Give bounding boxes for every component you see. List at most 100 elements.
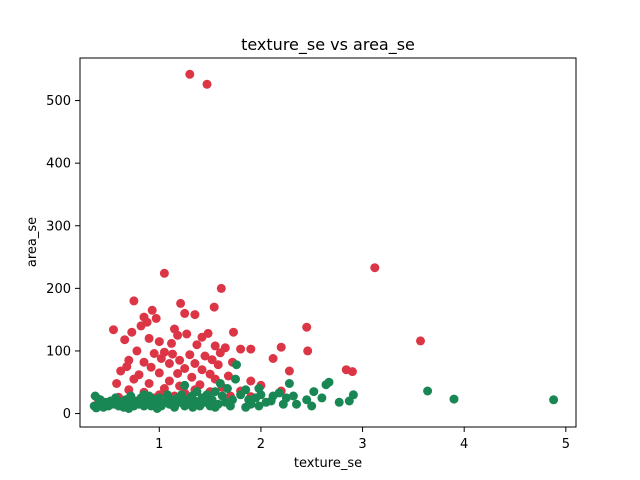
data-point	[278, 399, 288, 409]
data-point	[136, 321, 146, 331]
data-point	[549, 395, 559, 405]
data-point	[254, 384, 264, 393]
y-tick-label: 100	[46, 344, 71, 359]
data-point	[90, 391, 100, 401]
data-point	[112, 379, 122, 388]
data-point	[236, 344, 246, 354]
data-point	[144, 379, 154, 388]
data-point	[168, 349, 177, 359]
data-point	[185, 69, 195, 79]
data-point	[307, 401, 317, 411]
data-point	[276, 342, 286, 352]
data-point	[449, 394, 459, 404]
data-point	[302, 322, 312, 332]
data-point	[144, 333, 154, 343]
data-point	[202, 79, 212, 89]
x-axis: 1 2 3 4 5	[155, 427, 570, 452]
data-point	[229, 327, 238, 337]
data-point	[147, 305, 157, 315]
y-tick-label: 300	[46, 219, 71, 234]
data-point	[210, 387, 220, 397]
x-axis-label: texture_se	[294, 456, 362, 471]
data-point	[139, 390, 149, 400]
y-axis: 0 100 200 300 400 500	[46, 94, 80, 422]
data-point	[192, 340, 202, 350]
data-point	[167, 338, 176, 348]
data-point	[187, 372, 197, 382]
data-point	[207, 355, 217, 365]
data-point	[317, 393, 327, 403]
data-point	[266, 396, 276, 406]
data-point	[215, 379, 225, 388]
data-point	[120, 335, 130, 345]
data-point	[124, 404, 134, 413]
data-point	[190, 359, 200, 368]
data-point	[303, 346, 313, 356]
y-axis-label: area_se	[25, 217, 40, 267]
data-point	[200, 351, 210, 361]
data-point	[146, 362, 156, 372]
data-point	[164, 359, 174, 368]
x-tick-label: 5	[562, 437, 570, 452]
data-point	[109, 325, 118, 335]
data-point	[151, 313, 161, 323]
data-point	[139, 357, 149, 367]
data-point	[180, 364, 190, 373]
data-point	[116, 366, 126, 376]
data-point	[209, 302, 219, 312]
plot-frame	[79, 57, 577, 428]
data-point	[176, 298, 186, 308]
data-point	[344, 396, 354, 406]
data-point	[149, 349, 159, 358]
data-point	[309, 387, 319, 397]
data-point	[334, 397, 344, 407]
data-point	[213, 360, 223, 370]
data-point	[180, 308, 190, 318]
data-point	[185, 350, 195, 360]
data-point	[244, 395, 254, 405]
data-point	[127, 327, 137, 337]
data-point	[222, 384, 232, 393]
data-point	[246, 344, 256, 354]
data-point	[284, 379, 294, 388]
data-point	[170, 402, 179, 412]
data-point	[197, 332, 207, 342]
x-tick-label: 3	[358, 437, 366, 452]
data-point	[89, 401, 99, 411]
data-point	[241, 402, 251, 412]
data-point	[423, 386, 433, 396]
chart-title: texture_se vs area_se	[241, 35, 415, 55]
data-point	[154, 368, 164, 378]
data-point	[370, 263, 380, 273]
data-point	[159, 268, 169, 278]
y-tick-label: 400	[46, 157, 71, 172]
data-point	[231, 374, 240, 384]
data-point	[416, 336, 425, 346]
data-point	[154, 337, 164, 347]
x-tick-label: 1	[155, 437, 163, 452]
data-point	[132, 346, 142, 356]
y-tick-label: 0	[63, 407, 71, 422]
data-point	[288, 391, 298, 401]
data-point	[164, 376, 174, 386]
data-point	[246, 376, 256, 386]
data-point	[254, 401, 264, 411]
data-point	[180, 380, 190, 390]
data-point	[251, 393, 261, 403]
data-point	[197, 365, 207, 375]
data-point	[152, 404, 162, 413]
data-point	[232, 360, 241, 370]
data-point	[129, 374, 139, 384]
data-point	[210, 402, 220, 412]
y-tick-label: 200	[46, 282, 71, 297]
data-point	[162, 390, 172, 400]
data-points	[89, 69, 559, 413]
data-point	[284, 366, 294, 376]
data-point	[210, 341, 220, 351]
data-point	[215, 348, 225, 358]
data-point	[190, 310, 200, 320]
data-point	[188, 402, 198, 412]
data-point	[173, 369, 183, 378]
data-point	[182, 329, 192, 339]
data-point	[197, 393, 207, 403]
